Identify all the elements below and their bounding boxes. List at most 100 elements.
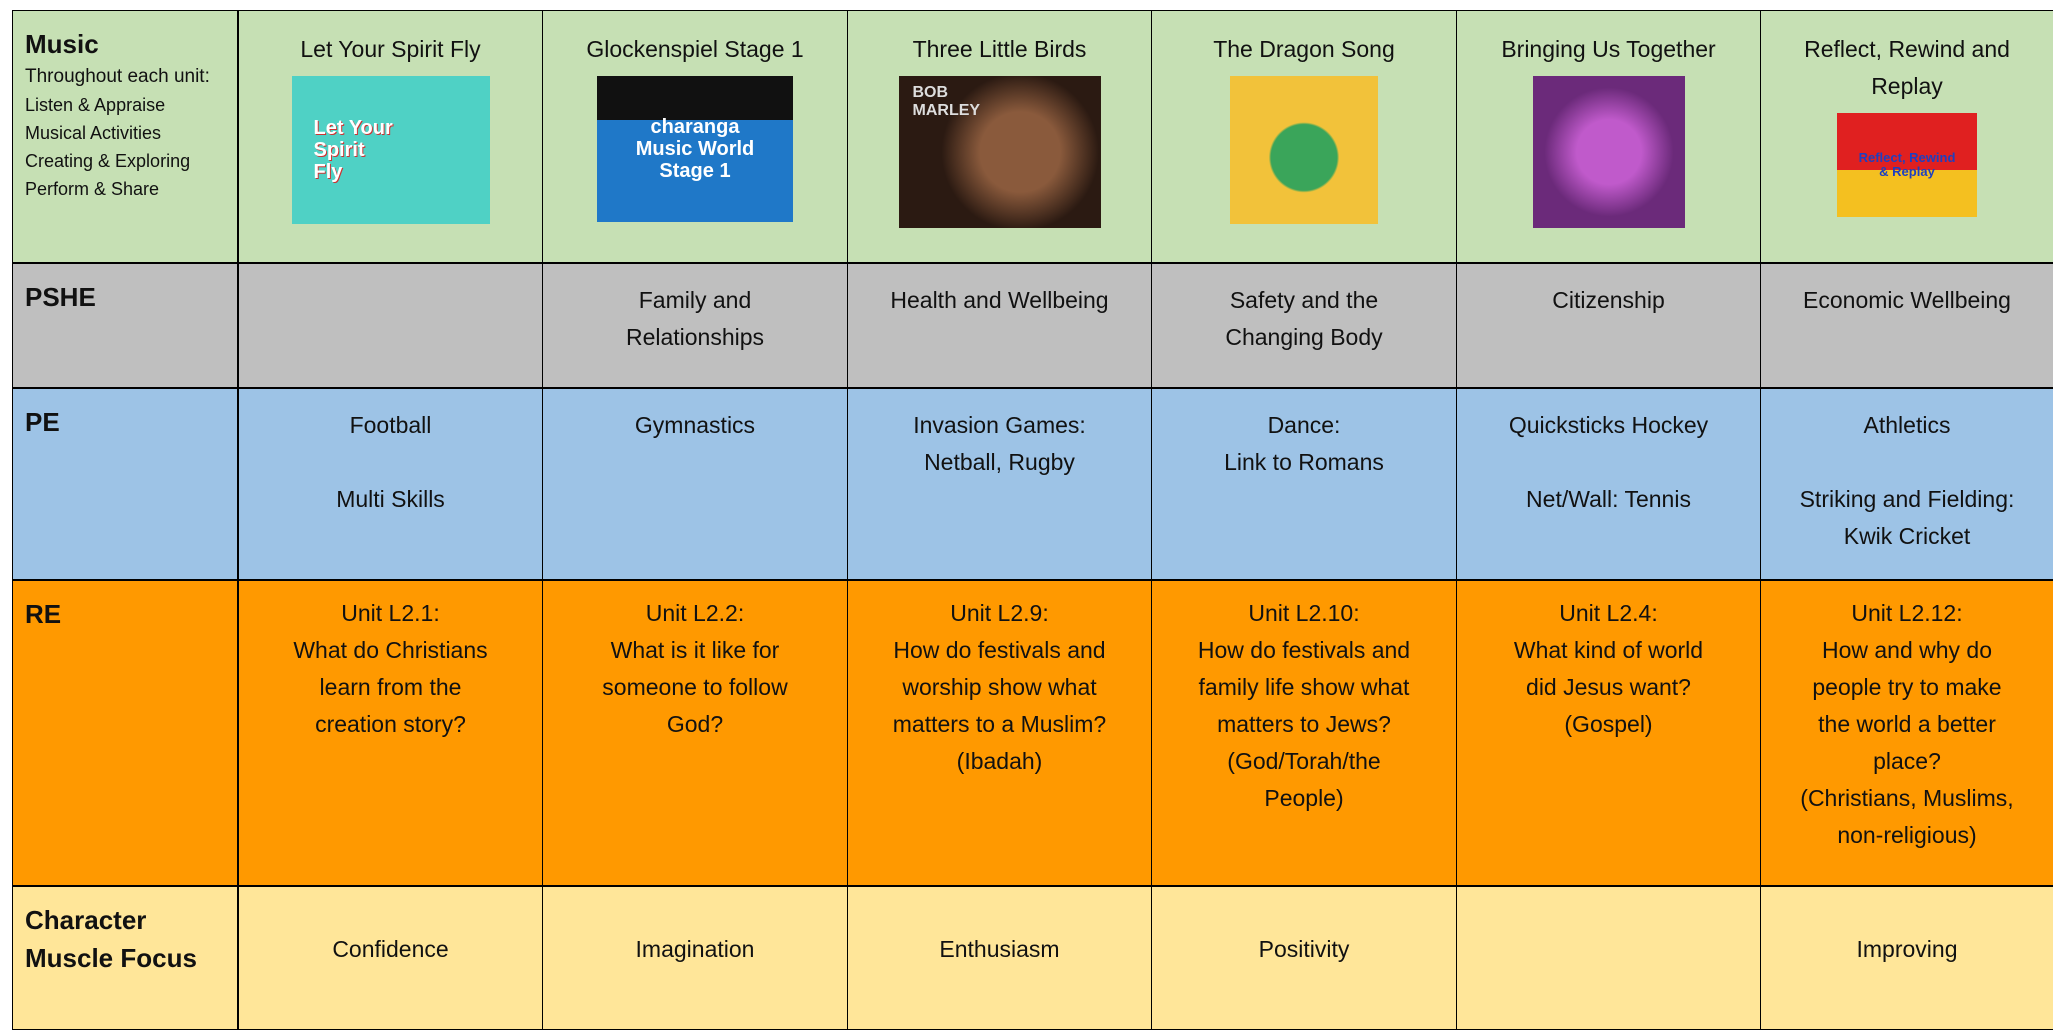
unit-image [1230,76,1378,224]
cell-text: worship show what [902,674,1097,700]
cell-text: Link to Romans [1224,449,1384,475]
unit-image: Reflect, Rewind & Replay [1837,113,1977,217]
table-cell: Citizenship [1456,263,1761,388]
row-title: RE [25,599,62,629]
paragraph: Unit L2.10: How do festivals and family li… [1160,595,1448,817]
paragraph: Citizenship [1465,282,1752,319]
cell-text: Multi Skills [336,486,445,512]
cell-text: Kwik Cricket [1843,523,1971,549]
cell-text: the world a better [1818,711,1996,737]
table-cell: Three Little Birds BOB MARLEY [847,10,1152,263]
table-cell: Improving [1760,886,2053,1030]
image-text: charanga [650,116,740,138]
cell-text: Safety and the [1229,287,1379,313]
paragraph: Unit L2.1: What do Christians learn from t… [247,595,534,743]
cell-text: How and why do [1821,637,1993,663]
unit-title: Bringing Us Together [1501,36,1716,62]
cell-text: Enthusiasm [939,936,1060,962]
paragraph: Safety and the Changing Body [1160,282,1448,356]
cell-text: matters to a Muslim? [892,711,1107,737]
table-cell: Football Multi Skills [238,388,543,580]
cell-text: Net/Wall: Tennis [1526,486,1691,512]
paragraph: Health and Wellbeing [856,282,1143,319]
paragraph: Improving [1769,931,2045,968]
note: Listen & Appraise [25,95,166,115]
table-cell: Invasion Games: Netball, Rugby [847,388,1152,580]
table-cell [1456,886,1761,1030]
table-cell: Unit L2.12: How and why do people try to m… [1760,580,2053,886]
cell-text: non-religious) [1837,822,1977,848]
paragraph: Athletics [1769,407,2045,444]
row-header: Music Throughout each unit: Listen & Appra… [12,10,238,263]
cell-text: (Ibadah) [956,748,1043,774]
cell-text: How do festivals and [893,637,1106,663]
table-cell: Bringing Us Together [1456,10,1761,263]
row-header: Character Muscle Focus [12,886,238,1030]
cell-text: Athletics [1863,412,1951,438]
unit-image: charanga Music World Stage 1 [597,76,793,222]
image-text: BOB [912,84,949,101]
paragraph: Unit L2.4: What kind of world did Jesus wa… [1465,595,1752,743]
table-cell: Unit L2.1: What do Christians learn from t… [238,580,543,886]
cell-text: God? [666,711,724,737]
cell-text: People) [1264,785,1344,811]
cell-text: place? [1873,748,1941,774]
paragraph: Unit L2.2: What is it like for someone to … [551,595,839,743]
paragraph: Football [247,407,534,444]
cell-text: someone to follow [602,674,788,700]
table-cell: Enthusiasm [847,886,1152,1030]
image-text: Stage 1 [659,160,731,182]
paragraph: Unit L2.12: How and why do people try to m… [1769,595,2045,854]
paragraph: Imagination [551,931,839,968]
paragraph: Quicksticks Hockey [1465,407,1752,444]
cell-text: Invasion Games: [913,412,1086,438]
unit-image: BOB MARLEY [898,76,1101,228]
cell-text: creation story? [315,711,466,737]
paragraph: Striking and Fielding: Kwik Cricket [1769,481,2045,555]
cell-text: learn from the [319,674,462,700]
paragraph: Dance: Link to Romans [1160,407,1448,481]
unit-title: Three Little Birds [912,36,1087,62]
cell-text: (Christians, Muslims, [1800,785,2014,811]
cell-text: What kind of world [1513,637,1704,663]
table-cell: Family and Relationships [542,263,848,388]
table-cell: Let Your Spirit Fly Let Your Spirit Fly [238,10,543,263]
table-cell: Unit L2.10: How do festivals and family li… [1151,580,1457,886]
table-cell: Unit L2.4: What kind of world did Jesus wa… [1456,580,1761,886]
unit-title: Reflect, Rewind and Replay [1804,36,2010,99]
row-header: PE [12,388,238,580]
cell-text: Gymnastics [634,412,756,438]
row-notes: Throughout each unit: Listen & Appraise Mu… [25,63,237,203]
row-title: PSHE [25,282,96,312]
cell-text: Health and Wellbeing [890,287,1109,313]
paragraph: Gymnastics [551,407,839,444]
cell-text: Economic Wellbeing [1803,287,2011,313]
image-text: MARLEY [912,101,981,119]
paragraph: Family and Relationships [551,282,839,356]
paragraph: Net/Wall: Tennis [1465,481,1752,518]
cell-text: What do Christians [293,637,488,663]
table-cell: Quicksticks Hockey Net/Wall: Tennis [1456,388,1761,580]
table-cell: Gymnastics [542,388,848,580]
paragraph: Enthusiasm [856,931,1143,968]
cell-text: did Jesus want? [1526,674,1691,700]
paragraph: Economic Wellbeing [1769,282,2045,319]
table-cell: Confidence [238,886,543,1030]
cell-text: Unit L2.10: [1248,600,1360,626]
table-cell: Unit L2.9: How do festivals and worship sh… [847,580,1152,886]
table-cell: Reflect, Rewind and Replay Reflect, Rewin… [1760,10,2053,263]
cell-text: Confidence [332,936,449,962]
cell-text: Unit L2.4: [1559,600,1658,626]
row-header: PSHE [12,263,238,388]
cell-text: (Gospel) [1564,711,1653,737]
cell-text: Unit L2.12: [1851,600,1963,626]
cell-text: family life show what [1198,674,1410,700]
cell-text: Changing Body [1225,324,1383,350]
paragraph: Confidence [247,931,534,968]
cell-text: Unit L2.9: [950,600,1049,626]
paragraph: Positivity [1160,931,1448,968]
row-title: PE [25,407,60,437]
cell-text: matters to Jews? [1217,711,1391,737]
cell-text: Football [349,412,432,438]
